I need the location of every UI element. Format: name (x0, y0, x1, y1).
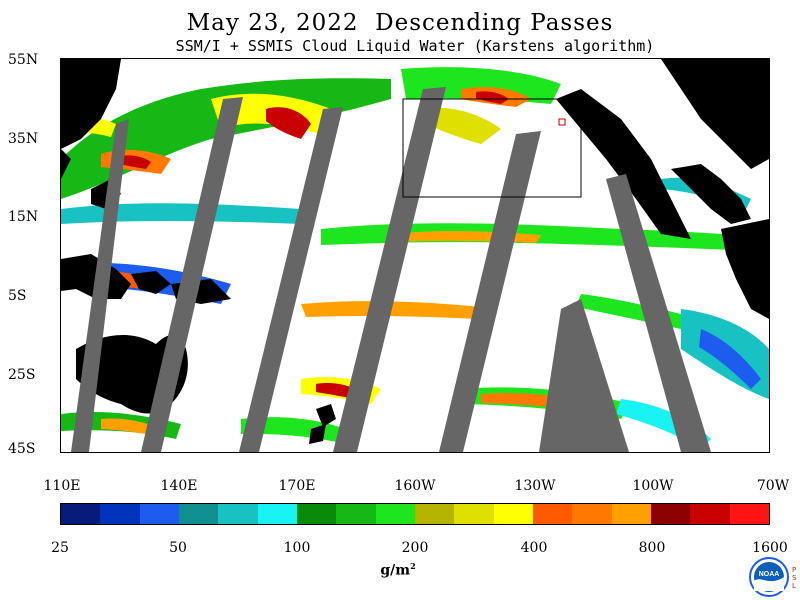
colorbar-swatch (414, 504, 455, 524)
colorbar-swatch (296, 504, 337, 524)
colorbar-swatch (690, 504, 730, 524)
land-masses (61, 59, 769, 444)
lon-label-130w: 130W (514, 478, 556, 494)
colorbar (60, 503, 770, 525)
lat-label-5s: 5S (8, 288, 27, 304)
colorbar-swatch (218, 504, 258, 524)
lat-label-55n: 55N (8, 52, 39, 68)
map-frame (60, 58, 770, 453)
lat-label-45s: 45S (8, 441, 36, 457)
colorbar-tick-25: 25 (51, 540, 69, 556)
region-box (402, 98, 582, 198)
lat-label-15n: 15N (8, 209, 39, 225)
colorbar-swatch (454, 504, 494, 524)
chart-title: May 23, 2022 Descending Passes (186, 10, 614, 36)
colorbar-swatch (729, 504, 769, 524)
colorbar-swatch (100, 504, 140, 524)
chart-subtitle: SSM/I + SSMIS Cloud Liquid Water (Karste… (175, 37, 655, 55)
noaa-logo: NOAA (749, 557, 789, 597)
lat-label-25s: 25S (8, 367, 36, 383)
colorbar-swatch (257, 504, 297, 524)
lon-label-100w: 100W (632, 478, 674, 494)
colorbar-swatch (493, 504, 533, 524)
lon-label-70w: 70W (756, 478, 790, 494)
lon-label-110e: 110E (43, 478, 81, 494)
colorbar-unit: g/m2 (380, 561, 416, 579)
colorbar-tick-1600: 1600 (752, 540, 788, 556)
lon-label-170e: 170E (278, 478, 316, 494)
colorbar-swatch (532, 504, 573, 524)
noaa-logo-text: NOAA (759, 571, 780, 578)
colorbar-swatch (336, 504, 376, 524)
colorbar-swatch (650, 504, 691, 524)
colorbar-swatch (139, 504, 179, 524)
psl-text: P S L (792, 566, 797, 590)
cloud-liquid-water-map (61, 59, 769, 452)
colorbar-tick-400: 400 (520, 540, 548, 556)
lon-label-160w: 160W (394, 478, 436, 494)
colorbar-swatch (572, 504, 612, 524)
lon-label-140e: 140E (160, 478, 198, 494)
colorbar-tick-100: 100 (283, 540, 311, 556)
colorbar-swatch (178, 504, 219, 524)
lat-label-35n: 35N (8, 131, 39, 147)
colorbar-swatch (61, 504, 101, 524)
colorbar-tick-50: 50 (169, 540, 187, 556)
colorbar-tick-200: 200 (401, 540, 429, 556)
colorbar-tick-800: 800 (638, 540, 666, 556)
region-marker (558, 118, 566, 126)
colorbar-swatch (375, 504, 415, 524)
colorbar-swatch (611, 504, 651, 524)
orbit-gaps (71, 87, 711, 452)
